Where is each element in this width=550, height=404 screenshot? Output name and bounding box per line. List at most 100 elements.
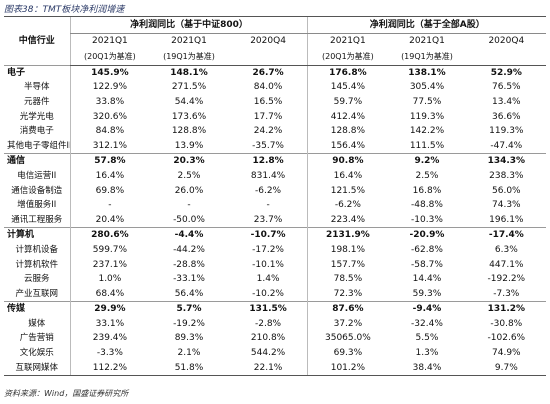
value-cell: 5.7%	[149, 300, 229, 317]
value-cell: -	[69, 197, 150, 213]
industry-row: 通信设备制造 69.8% 26.0% -6.2% 121.5% 16.8% 56.0%	[4, 183, 546, 198]
value-cell: 22.1%	[228, 360, 308, 376]
value-cell: -6.2%	[307, 197, 388, 213]
industry-row: 文化娱乐 -3.3% 2.1% 544.2% 69.3% 1.3% 74.9%	[4, 345, 546, 361]
value-cell: 142.2%	[409, 126, 445, 137]
industry-name: 计算机软件	[15, 259, 58, 270]
value-cell: -32.4%	[411, 318, 443, 329]
value-cell: 29.9%	[69, 300, 150, 317]
value-cell: -35.7%	[252, 140, 284, 151]
industry-name: 电信运营II	[17, 170, 57, 181]
value-cell: -7.3%	[493, 288, 520, 299]
value-cell: -6.2%	[255, 185, 282, 196]
industry-name: 元器件	[23, 96, 50, 107]
value-cell: 26.7%	[228, 64, 308, 81]
industry-row: 通讯工程服务 20.4% -50.0% 23.7% 223.4% -10.3% 196.1%	[4, 212, 546, 228]
industry-row: 互联网媒体 112.2% 51.8% 22.1% 101.2% 38.4% 9.7%	[4, 360, 546, 376]
value-cell: 5.5%	[415, 333, 439, 344]
value-cell: -9.4%	[387, 300, 467, 317]
industry-row: 产业互联网 68.4% 56.4% -10.2% 72.3% 59.3% -7.3%	[4, 286, 546, 302]
value-cell: 69.8%	[69, 183, 150, 198]
value-cell: 78.5%	[307, 271, 388, 287]
value-cell: 16.4%	[69, 168, 150, 184]
column-note	[466, 49, 546, 66]
value-cell: -2.8%	[255, 318, 282, 329]
value-cell: 59.3%	[412, 288, 442, 299]
value-cell: 24.2%	[253, 126, 283, 137]
industry-name: 计算机设备	[15, 244, 58, 255]
industry-name: 光学光电	[19, 111, 54, 122]
value-cell: 51.8%	[149, 360, 229, 376]
value-cell: 33.1%	[69, 316, 150, 332]
value-cell: -10.7%	[228, 227, 308, 243]
value-cell: -48.8%	[411, 200, 443, 211]
industry-name: 通信	[4, 153, 70, 169]
sector-row: 计算机 280.6% -4.4% -10.7% 2131.9% -20.9% -17.4%	[4, 227, 546, 243]
column-note: (20Q1为基准)	[307, 49, 388, 66]
industry-row: 其他电子零组件II 312.1% 13.9% -35.7% 156.4% 111.5% -4…	[4, 138, 546, 154]
value-cell: 412.4%	[307, 109, 388, 124]
column-note: (20Q1为基准)	[69, 49, 150, 66]
industry-name: 产业互联网	[15, 288, 58, 299]
value-cell: -30.8%	[490, 318, 523, 329]
industry-name: 电子	[4, 64, 70, 81]
value-cell: 68.4%	[69, 286, 150, 302]
value-cell: -19.2%	[173, 318, 205, 329]
value-cell: 20.3%	[149, 153, 229, 169]
value-cell: 16.8%	[412, 185, 442, 196]
sector-row: 通信 57.8% 20.3% 12.8% 90.8% 9.2% 134.3%	[4, 153, 546, 169]
column-note	[228, 49, 308, 66]
sector-row: 电子 145.9% 148.1% 26.7% 176.8% 138.1% 52.9%	[4, 64, 546, 81]
value-cell: 2.1%	[177, 348, 201, 359]
industry-row: 增值服务II - - - -6.2% -48.8% 74.3%	[4, 197, 546, 213]
value-cell: 196.1%	[489, 214, 524, 225]
value-cell: 312.1%	[69, 138, 150, 154]
value-cell: -62.8%	[411, 244, 443, 255]
industry-name: 通讯工程服务	[11, 214, 63, 225]
industry-row: 计算机设备 599.7% -44.2% -17.2% 198.1% -62.8% 6.3%	[4, 242, 546, 258]
value-cell: 131.5%	[228, 300, 308, 317]
value-cell: 831.4%	[250, 170, 286, 181]
value-cell: 238.3%	[489, 170, 524, 181]
value-cell: 447.1%	[489, 259, 524, 270]
industry-name: 互联网媒体	[4, 360, 70, 376]
value-cell: 36.6%	[492, 111, 521, 122]
value-cell: 237.1%	[69, 257, 150, 272]
value-cell: 59.7%	[307, 94, 388, 110]
value-cell: -192.2%	[487, 274, 526, 285]
value-cell: 280.6%	[69, 227, 150, 243]
value-cell: -10.1%	[252, 259, 284, 270]
header-row: (20Q1为基准) (19Q1为基准) (20Q1为基准) (19Q1为基准)	[4, 49, 546, 66]
industry-row: 元器件 33.8% 54.4% 16.5% 59.7% 77.5% 13.4%	[4, 94, 546, 110]
value-cell: 9.7%	[466, 360, 546, 376]
value-cell: 138.1%	[387, 64, 467, 81]
value-cell: 35065.0%	[307, 331, 388, 346]
value-cell: 305.4%	[409, 82, 445, 93]
industry-row: 计算机软件 237.1% -28.8% -10.1% 157.7% -58.7% 447.1…	[4, 257, 546, 272]
column-group: 净利润同比（基于全部A股）	[307, 16, 546, 34]
industry-name: 消费电子	[19, 126, 54, 137]
value-cell: 119.3%	[489, 126, 524, 137]
value-cell: 84.0%	[253, 82, 283, 93]
column-note: (19Q1为基准)	[387, 49, 467, 66]
value-cell: -4.4%	[149, 227, 229, 243]
industry-name: 半导体	[23, 82, 50, 93]
value-cell: 52.9%	[466, 64, 546, 81]
value-cell: 320.6%	[69, 109, 150, 124]
title: 图表38：TMT板块净利润增速	[4, 5, 125, 15]
value-cell: -33.1%	[173, 274, 205, 285]
column-label: 2021Q1	[307, 33, 388, 49]
value-cell: 128.8%	[171, 126, 207, 137]
value-cell: 198.1%	[307, 242, 388, 258]
sector-row: 传媒 29.9% 5.7% 131.5% 87.6% -9.4% 131.2%	[4, 300, 546, 317]
value-cell: 77.5%	[412, 96, 442, 107]
industry-name: 其他电子零组件II	[7, 140, 70, 151]
value-cell: -10.2%	[252, 288, 284, 299]
value-cell: 74.3%	[492, 200, 521, 211]
industry-row: 半导体 122.9% 271.5% 84.0% 145.4% 305.4% 76.5%	[4, 80, 546, 95]
value-cell: -44.2%	[173, 244, 205, 255]
value-cell: -102.6%	[487, 333, 526, 344]
value-cell: 74.9%	[492, 348, 521, 359]
value-cell: 176.8%	[307, 64, 388, 81]
